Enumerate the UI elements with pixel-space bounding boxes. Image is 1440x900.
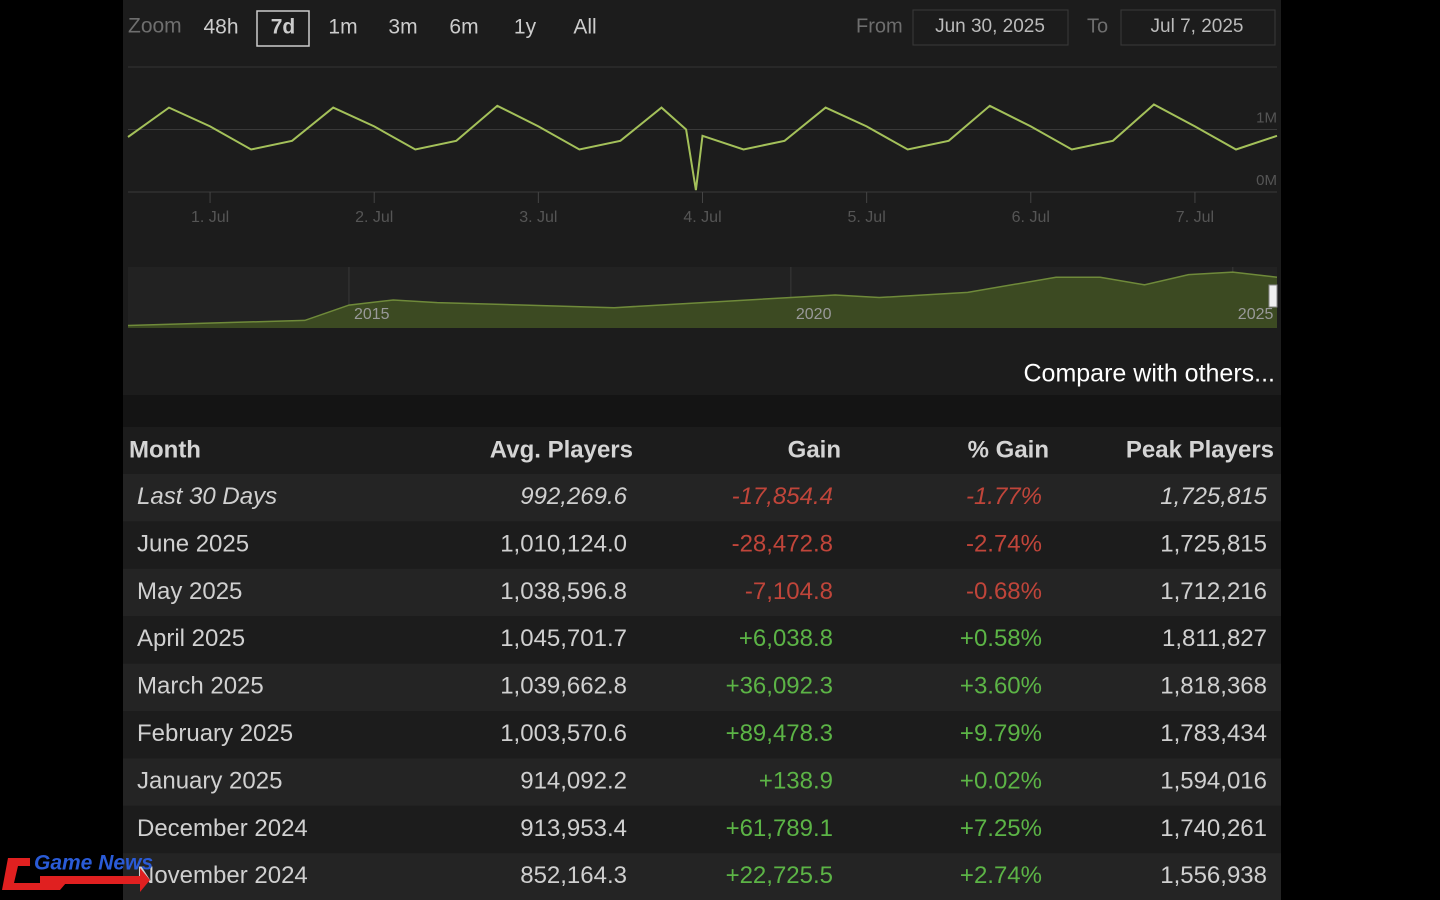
table-cell: +0.58% xyxy=(960,625,1042,652)
navigator-label: 2015 xyxy=(354,306,390,323)
table-cell: 1,010,124.0 xyxy=(500,530,627,557)
table-cell: -0.68% xyxy=(966,578,1042,605)
zoom-option[interactable]: 7d xyxy=(271,16,296,39)
watermark: Game News xyxy=(2,852,153,892)
table-cell: 1,712,216 xyxy=(1160,578,1267,605)
table-row xyxy=(123,474,1281,522)
table-cell: 1,818,368 xyxy=(1160,673,1267,700)
table-row xyxy=(123,853,1281,900)
table-cell: -17,854.4 xyxy=(732,483,833,510)
to-label: To xyxy=(1087,15,1108,37)
watermark-text: Game News xyxy=(34,852,153,875)
player-line xyxy=(127,103,1278,191)
zoom-option[interactable]: 1m xyxy=(328,16,357,39)
table-cell: 914,092.2 xyxy=(520,767,627,794)
table-cell: December 2024 xyxy=(137,815,308,842)
zoom-option[interactable]: All xyxy=(573,16,596,39)
table-cell: +3.60% xyxy=(960,673,1042,700)
zoom-selected[interactable] xyxy=(256,10,310,47)
table-cell: 1,811,827 xyxy=(1162,625,1267,652)
table-cell: +138.9 xyxy=(759,767,833,794)
x-tick-label: 4. Jul xyxy=(683,209,721,226)
table-cell: May 2025 xyxy=(137,578,242,605)
table-cell: April 2025 xyxy=(137,625,245,652)
table-row xyxy=(123,711,1281,759)
zoom-option[interactable]: 48h xyxy=(203,16,238,39)
table-row xyxy=(123,521,1281,569)
table-cell: +9.79% xyxy=(960,720,1042,747)
zoom-option[interactable]: 3m xyxy=(388,16,417,39)
x-tick-label: 7. Jul xyxy=(1176,209,1214,226)
table-row xyxy=(123,663,1281,711)
navigator-area xyxy=(128,272,1277,328)
to-input[interactable] xyxy=(1120,9,1276,46)
from-label: From xyxy=(856,15,903,37)
table-cell: +6,038.8 xyxy=(739,625,833,652)
table-cell: 852,164.3 xyxy=(520,862,627,889)
table-cell: 992,269.6 xyxy=(520,483,627,510)
table-cell: February 2025 xyxy=(137,720,293,747)
zoom-option[interactable]: 6m xyxy=(449,16,478,39)
table-cell: +89,478.3 xyxy=(726,720,833,747)
y-tick-label: 1M xyxy=(1256,109,1277,126)
table-cell: 1,039,662.8 xyxy=(500,673,627,700)
table-row xyxy=(123,568,1281,617)
table-cell: Last 30 Days xyxy=(137,483,277,510)
table-cell: +61,789.1 xyxy=(726,815,833,842)
divider xyxy=(123,395,1281,427)
table-row xyxy=(123,805,1281,854)
column-header: Avg. Players xyxy=(490,436,633,463)
table-cell: +2.74% xyxy=(960,862,1042,889)
zoom-option[interactable]: 1y xyxy=(514,16,537,39)
watermark-logo xyxy=(2,858,66,890)
zoom-label: Zoom xyxy=(128,15,182,38)
from-input[interactable] xyxy=(912,9,1069,46)
table-cell: March 2025 xyxy=(137,673,264,700)
x-tick-label: 5. Jul xyxy=(848,209,886,226)
table-cell: 1,783,434 xyxy=(1160,720,1267,747)
table-cell: January 2025 xyxy=(137,767,282,794)
column-header: Month xyxy=(129,436,201,463)
x-tick-label: 3. Jul xyxy=(519,209,557,226)
table-cell: +36,092.3 xyxy=(726,673,833,700)
watermark-arrow xyxy=(40,868,150,892)
table-cell: +7.25% xyxy=(960,815,1042,842)
table-cell: 1,556,938 xyxy=(1160,862,1267,889)
x-tick-label: 2. Jul xyxy=(355,209,393,226)
column-header: Gain xyxy=(788,436,841,463)
table-row xyxy=(123,616,1281,664)
x-tick-label: 1. Jul xyxy=(191,209,229,226)
x-tick-label: 6. Jul xyxy=(1012,209,1050,226)
column-header: Peak Players xyxy=(1126,436,1274,463)
compare-link[interactable]: Compare with others... xyxy=(1024,360,1276,388)
table-cell: November 2024 xyxy=(137,862,308,889)
y-tick-label: 0M xyxy=(1256,172,1277,189)
table-cell: 1,003,570.6 xyxy=(500,720,627,747)
table-cell: -2.74% xyxy=(966,530,1042,557)
table-cell: +0.02% xyxy=(960,767,1042,794)
navigator-label: 2020 xyxy=(796,306,832,323)
table-cell: 1,038,596.8 xyxy=(500,578,627,605)
column-header: % Gain xyxy=(968,436,1049,463)
navigator-label: 2025 xyxy=(1238,306,1274,323)
table-cell: -28,472.8 xyxy=(732,530,833,557)
table-cell: 1,740,261 xyxy=(1160,815,1267,842)
table-cell: 1,594,016 xyxy=(1160,767,1267,794)
navigator-line xyxy=(127,271,1278,327)
table-cell: 1,725,815 xyxy=(1160,530,1267,557)
table-cell: +22,725.5 xyxy=(726,862,833,889)
table-cell: 913,953.4 xyxy=(520,815,627,842)
navigator-handle[interactable] xyxy=(1268,284,1278,308)
table-cell: -7,104.8 xyxy=(745,578,833,605)
table-cell: June 2025 xyxy=(137,530,249,557)
table-row xyxy=(123,758,1281,806)
from-date[interactable]: Jun 30, 2025 xyxy=(935,16,1045,37)
table-cell: 1,045,701.7 xyxy=(500,625,627,652)
table-cell: 1,725,815 xyxy=(1160,483,1267,510)
to-date[interactable]: Jul 7, 2025 xyxy=(1151,16,1244,37)
table-cell: -1.77% xyxy=(966,483,1042,510)
